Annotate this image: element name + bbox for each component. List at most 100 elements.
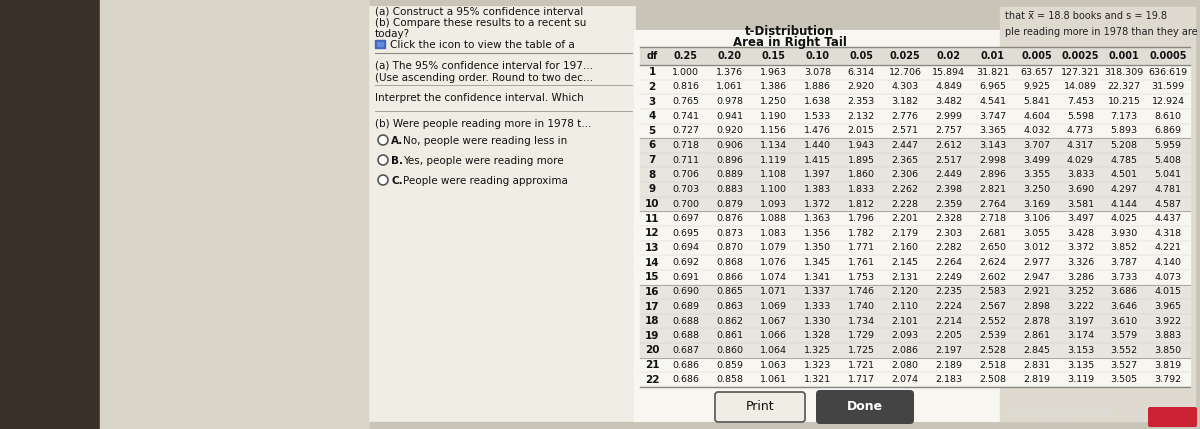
Text: 19: 19 — [644, 331, 659, 341]
Text: 0.0025: 0.0025 — [1062, 51, 1099, 61]
Text: 2.612: 2.612 — [936, 141, 962, 150]
Text: 1.064: 1.064 — [760, 346, 787, 355]
Bar — [640, 197, 1190, 211]
Text: B.: B. — [391, 156, 403, 166]
Text: 3.197: 3.197 — [1067, 317, 1094, 326]
Text: 21: 21 — [644, 360, 659, 370]
Text: 7: 7 — [648, 155, 655, 165]
Text: 1.330: 1.330 — [804, 317, 832, 326]
Text: (b) Were people reading more in 1978 t…: (b) Were people reading more in 1978 t… — [374, 119, 592, 129]
Bar — [640, 372, 1190, 387]
Text: 1.066: 1.066 — [760, 331, 787, 340]
Text: 4.029: 4.029 — [1067, 156, 1094, 165]
Text: 2.249: 2.249 — [936, 273, 962, 282]
Text: 0.689: 0.689 — [672, 302, 700, 311]
Text: 1.356: 1.356 — [804, 229, 830, 238]
Text: 0.920: 0.920 — [716, 127, 743, 136]
Text: 3.527: 3.527 — [1111, 360, 1138, 369]
Text: 2.819: 2.819 — [1024, 375, 1050, 384]
Text: 3.119: 3.119 — [1067, 375, 1094, 384]
Text: 1.337: 1.337 — [804, 287, 832, 296]
Bar — [640, 94, 1190, 109]
Bar — [374, 40, 385, 48]
Text: 2.359: 2.359 — [935, 199, 962, 208]
Text: 0.02: 0.02 — [937, 51, 961, 61]
Text: 1.333: 1.333 — [804, 302, 832, 311]
Text: 2.831: 2.831 — [1024, 360, 1050, 369]
Text: 1.250: 1.250 — [760, 97, 787, 106]
Text: 2.571: 2.571 — [892, 127, 918, 136]
Text: 2.583: 2.583 — [979, 287, 1007, 296]
Text: 12.706: 12.706 — [888, 68, 922, 77]
Bar — [640, 343, 1190, 358]
Text: 3.499: 3.499 — [1024, 156, 1050, 165]
Bar — [640, 314, 1190, 329]
Bar — [640, 284, 1190, 299]
Text: 1.943: 1.943 — [847, 141, 875, 150]
Text: 1.067: 1.067 — [760, 317, 787, 326]
Text: 1.386: 1.386 — [760, 82, 787, 91]
Text: 0.816: 0.816 — [672, 82, 700, 91]
Text: 1.476: 1.476 — [804, 127, 830, 136]
Text: 1.156: 1.156 — [760, 127, 787, 136]
Text: 2.365: 2.365 — [892, 156, 919, 165]
Text: 2.080: 2.080 — [892, 360, 918, 369]
Text: 3.174: 3.174 — [1067, 331, 1094, 340]
Text: 2.120: 2.120 — [892, 287, 918, 296]
Text: 2: 2 — [648, 82, 655, 92]
Text: 2.764: 2.764 — [979, 199, 1007, 208]
Text: 1.717: 1.717 — [847, 375, 875, 384]
Text: 11: 11 — [644, 214, 659, 224]
Text: 4.032: 4.032 — [1024, 127, 1050, 136]
Text: 5.598: 5.598 — [1067, 112, 1094, 121]
Text: 2.328: 2.328 — [935, 214, 962, 223]
Text: 2.303: 2.303 — [935, 229, 962, 238]
Circle shape — [378, 175, 388, 185]
Text: 3.552: 3.552 — [1111, 346, 1138, 355]
Text: 0.859: 0.859 — [716, 360, 743, 369]
Text: 0.695: 0.695 — [672, 229, 700, 238]
Text: 4.140: 4.140 — [1154, 258, 1182, 267]
Text: 3.883: 3.883 — [1154, 331, 1182, 340]
Bar — [640, 226, 1190, 241]
Text: 2.977: 2.977 — [1024, 258, 1050, 267]
Text: 2.110: 2.110 — [892, 302, 918, 311]
Text: 0.866: 0.866 — [716, 273, 743, 282]
Text: 1.083: 1.083 — [760, 229, 787, 238]
Text: Yes, people were reading more: Yes, people were reading more — [403, 156, 564, 166]
Bar — [640, 255, 1190, 270]
Text: 4.773: 4.773 — [1067, 127, 1094, 136]
Text: 13: 13 — [644, 243, 659, 253]
Text: 8: 8 — [648, 170, 655, 180]
Text: 1.376: 1.376 — [716, 68, 743, 77]
Text: 3.143: 3.143 — [979, 141, 1007, 150]
Text: Done: Done — [847, 401, 883, 414]
Text: 2.235: 2.235 — [935, 287, 962, 296]
Text: 0.703: 0.703 — [672, 185, 700, 194]
Text: 1.812: 1.812 — [847, 199, 875, 208]
Text: 2.197: 2.197 — [936, 346, 962, 355]
Text: 127.321: 127.321 — [1061, 68, 1100, 77]
Text: 4.781: 4.781 — [1154, 185, 1182, 194]
Text: 1.108: 1.108 — [760, 170, 787, 179]
Text: 2.821: 2.821 — [979, 185, 1007, 194]
Text: 0.718: 0.718 — [672, 141, 700, 150]
Text: 0.688: 0.688 — [672, 317, 700, 326]
Text: 2.602: 2.602 — [979, 273, 1007, 282]
Text: 2.718: 2.718 — [979, 214, 1007, 223]
Text: 1.895: 1.895 — [847, 156, 875, 165]
Text: 4.221: 4.221 — [1154, 243, 1182, 252]
Text: 1.833: 1.833 — [847, 185, 875, 194]
Text: 17: 17 — [644, 302, 659, 311]
Text: 3.505: 3.505 — [1111, 375, 1138, 384]
Text: 3.930: 3.930 — [1111, 229, 1138, 238]
Text: 4.587: 4.587 — [1154, 199, 1182, 208]
Text: 2.160: 2.160 — [892, 243, 918, 252]
Text: 15: 15 — [644, 272, 659, 282]
Text: 1.069: 1.069 — [760, 302, 787, 311]
Bar — [640, 329, 1190, 343]
Text: 1.350: 1.350 — [804, 243, 830, 252]
Text: 3.286: 3.286 — [1067, 273, 1094, 282]
Text: 2.201: 2.201 — [892, 214, 918, 223]
Text: 3.850: 3.850 — [1154, 346, 1182, 355]
